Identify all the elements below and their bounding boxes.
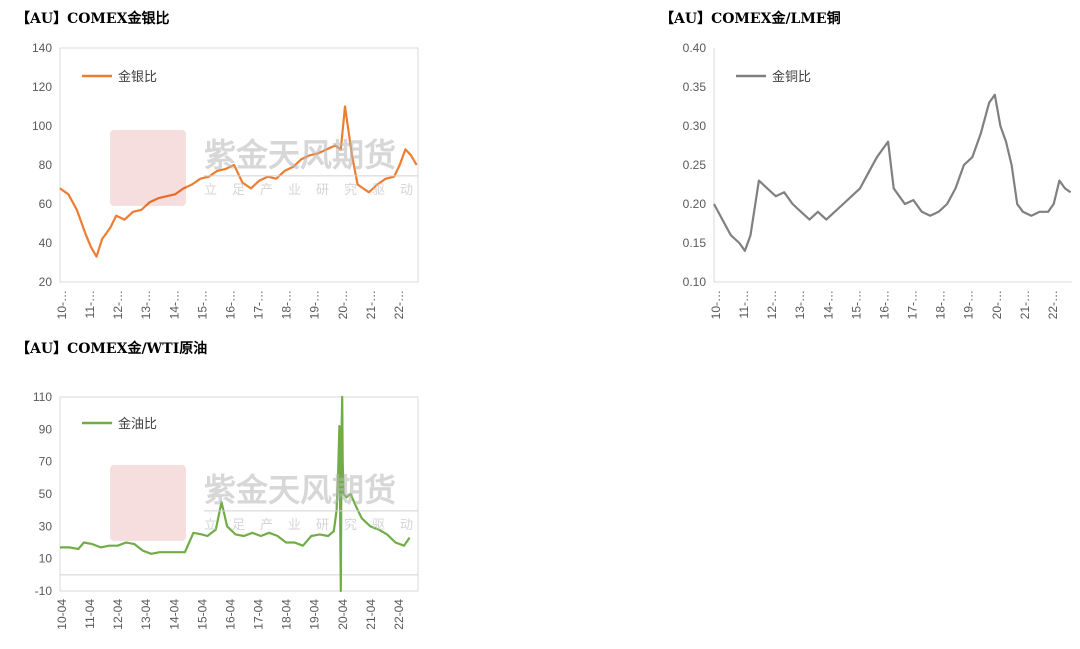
x-tick-label: 11-… xyxy=(737,290,751,318)
x-tick-label: 19-… xyxy=(308,290,322,319)
y-tick-label: 40 xyxy=(39,236,53,250)
y-tick-label: 70 xyxy=(39,455,53,469)
x-tick-label: 22-04 xyxy=(392,599,406,630)
y-tick-label: 0.10 xyxy=(683,275,707,289)
x-tick-label: 12-… xyxy=(765,290,779,319)
x-tick-label: 11-04 xyxy=(83,599,97,629)
series-line-金油比 xyxy=(60,395,411,593)
x-tick-label: 21-04 xyxy=(364,599,378,630)
watermark-slogan-char: 业 xyxy=(288,518,301,533)
x-tick-label: 13-… xyxy=(139,290,153,319)
watermark-slogan-char: 立 xyxy=(204,183,217,198)
x-tick-label: 21-… xyxy=(1018,290,1032,319)
x-tick-label: 20-04 xyxy=(336,599,350,630)
y-tick-label: 0.35 xyxy=(683,80,707,94)
series-line-金银比 xyxy=(59,105,418,258)
x-tick-label: 15-… xyxy=(195,290,209,319)
watermark-seal xyxy=(110,129,186,206)
watermark-slogan-char: 足 xyxy=(232,183,245,198)
x-tick-label: 11-… xyxy=(83,290,97,318)
legend-label: 金铜比 xyxy=(772,69,811,85)
watermark-slogan-char: 足 xyxy=(232,518,245,533)
y-tick-label: 0.15 xyxy=(683,236,707,250)
x-tick-label: 10-04 xyxy=(55,599,69,630)
x-tick-label: 18-… xyxy=(934,290,948,319)
x-tick-label: 14-… xyxy=(821,290,835,319)
y-tick-label: 80 xyxy=(39,158,53,172)
chart-3: -10 10 30 50 70 90 110 10-04 11-04 12-04 13-04 14-0… xyxy=(33,390,419,630)
y-tick-label: 60 xyxy=(39,197,53,211)
x-tick-label: 12-04 xyxy=(111,599,125,630)
series-line-金铜比 xyxy=(713,93,1072,252)
x-tick-label: 20-… xyxy=(336,290,350,319)
x-tick-label: 19-04 xyxy=(308,599,322,630)
x-tick-label: 12-… xyxy=(111,290,125,319)
x-tick-label: 20-… xyxy=(990,290,1004,319)
y-tick-label: 110 xyxy=(33,390,52,404)
watermark-slogan-char: 立 xyxy=(204,518,217,533)
y-tick-label: 0.20 xyxy=(683,197,707,211)
x-tick-label: 22-… xyxy=(392,290,406,319)
x-tick-label: 18-… xyxy=(280,290,294,319)
watermark-slogan-char: 驱 xyxy=(372,518,385,533)
y-tick-label: 10 xyxy=(39,552,53,566)
y-tick-label: 0.30 xyxy=(683,119,707,133)
y-tick-label: 140 xyxy=(32,41,52,55)
y-tick-label: 0.40 xyxy=(683,41,707,55)
x-tick-label: 14-04 xyxy=(167,599,181,630)
x-tick-label: 18-04 xyxy=(280,599,294,630)
watermark-name: 紫金天风期货 xyxy=(204,471,396,509)
x-tick-label: 19-… xyxy=(962,290,976,319)
y-tick-label: 30 xyxy=(39,519,53,533)
watermark-3: 紫金天风期货立足产业研究驱动 xyxy=(110,464,418,541)
watermark-slogan-char: 业 xyxy=(288,183,301,198)
x-tick-label: 13-… xyxy=(793,290,807,319)
y-tick-label: -10 xyxy=(35,584,53,598)
y-tick-label: 20 xyxy=(39,275,53,289)
watermark-name: 紫金天风期货 xyxy=(204,136,396,174)
x-tick-label: 14-… xyxy=(167,290,181,319)
x-tick-label: 13-04 xyxy=(139,599,153,630)
watermark-slogan-char: 动 xyxy=(400,183,413,198)
y-tick-label: 90 xyxy=(39,422,53,436)
x-tick-label: 17-… xyxy=(906,290,920,319)
chart3-title: 【AU】COMEX金/WTI原油 xyxy=(16,341,208,357)
watermark-slogan-char: 研 xyxy=(316,183,329,198)
plot-frame xyxy=(59,396,419,592)
chart-2: 0.10 0.15 0.20 0.25 0.30 0.35 0.40 10-… 11-… 12-…… xyxy=(683,41,1072,319)
legend-label: 金银比 xyxy=(118,69,157,85)
y-tick-label: 50 xyxy=(39,487,53,501)
chart-1: 20 40 60 80 100 120 140 10-… 11-… 12-… 13-… 14-… 15-… xyxy=(32,41,419,319)
watermark-slogan-char: 究 xyxy=(344,183,357,198)
x-tick-label: 10-… xyxy=(709,290,723,319)
x-tick-label: 16-04 xyxy=(223,599,237,630)
watermark-seal xyxy=(110,464,186,541)
x-tick-label: 16-… xyxy=(223,290,237,319)
watermark-1: 紫金天风期货立足产业研究驱动 xyxy=(110,129,418,206)
y-tick-label: 120 xyxy=(32,80,52,94)
x-tick-label: 21-… xyxy=(364,290,378,319)
watermark-slogan-char: 究 xyxy=(344,518,357,533)
plot-frame xyxy=(59,47,419,283)
watermark-slogan-char: 研 xyxy=(316,518,329,533)
x-tick-label: 16-… xyxy=(877,290,891,319)
chart1-title: 【AU】COMEX金银比 xyxy=(16,11,170,27)
x-tick-label: 15-… xyxy=(849,290,863,319)
watermark-slogan-char: 动 xyxy=(400,518,413,533)
watermark-slogan-char: 产 xyxy=(260,183,273,198)
x-tick-label: 17-04 xyxy=(252,599,266,630)
x-tick-label: 10-… xyxy=(55,290,69,319)
y-tick-label: 100 xyxy=(32,119,52,133)
y-tick-label: 0.25 xyxy=(683,158,707,172)
watermark-slogan-char: 产 xyxy=(260,518,273,533)
x-tick-label: 17-… xyxy=(252,290,266,319)
x-tick-label: 22-… xyxy=(1046,290,1060,319)
legend-label: 金油比 xyxy=(118,416,157,432)
x-tick-label: 15-04 xyxy=(195,599,209,630)
chart2-title: 【AU】COMEX金/LME铜 xyxy=(660,11,841,27)
watermark-slogan-char: 驱 xyxy=(372,183,385,198)
